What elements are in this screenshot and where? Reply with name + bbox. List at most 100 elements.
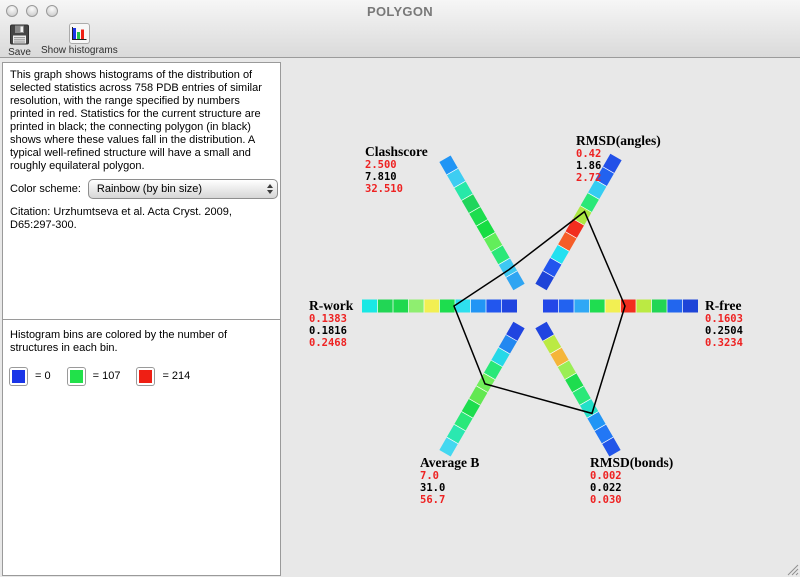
minimize-button[interactable] bbox=[26, 5, 38, 17]
histogram-bin bbox=[498, 334, 518, 354]
axis-current-value: 31.0 bbox=[420, 482, 446, 494]
histogram-bin bbox=[620, 299, 636, 313]
histogram-bin bbox=[461, 398, 481, 419]
color-scheme-value: Rainbow (by bin size) bbox=[96, 183, 203, 195]
axis-current-value: 0.1816 bbox=[309, 325, 347, 337]
color-scheme-select[interactable]: Rainbow (by bin size) bbox=[87, 179, 278, 199]
legend-swatch bbox=[10, 368, 27, 385]
bin-seam bbox=[601, 436, 614, 444]
legend-item: = 107 bbox=[67, 368, 121, 385]
histogram-bin bbox=[362, 299, 378, 313]
histogram-bin bbox=[468, 385, 488, 406]
legend-count: = 107 bbox=[92, 370, 121, 382]
bin-seam bbox=[565, 231, 577, 239]
histogram-bin bbox=[557, 360, 577, 380]
histogram-bin bbox=[408, 299, 424, 313]
axis-current-value: 0.022 bbox=[590, 482, 622, 494]
color-scheme-row: Color scheme: Rainbow (by bin size) bbox=[10, 179, 278, 199]
histogram-bin bbox=[651, 299, 667, 313]
histogram-bin bbox=[580, 192, 600, 213]
resize-grip[interactable] bbox=[786, 563, 799, 576]
sidebar: This graph shows histograms of the distr… bbox=[2, 62, 281, 576]
axis-arm-clashscore bbox=[439, 155, 525, 291]
axis-current-value: 0.2504 bbox=[705, 325, 743, 337]
legend-item: = 0 bbox=[10, 368, 51, 385]
histogram-bin bbox=[501, 299, 517, 313]
axis-label-clashscore: Clashscore 2.500 7.810 32.510 bbox=[365, 144, 428, 195]
popup-arrows-icon bbox=[266, 184, 273, 194]
histogram-bin bbox=[550, 244, 570, 265]
axis-label-rmsd-angles: RMSD(angles) 0.42 1.86 2.72 bbox=[576, 133, 661, 184]
histogram-bin bbox=[476, 373, 496, 393]
histogram-bin bbox=[424, 299, 440, 313]
axis-label-r-free: R-free 0.1603 0.2504 0.3234 bbox=[705, 298, 743, 349]
panel-divider bbox=[3, 319, 280, 320]
histogram-bin bbox=[565, 218, 585, 239]
histogram-bin bbox=[601, 437, 621, 457]
histogram-bin bbox=[491, 347, 510, 367]
histogram-bin bbox=[602, 153, 622, 174]
axis-max-value: 0.3234 bbox=[705, 337, 743, 349]
bin-seam bbox=[446, 436, 459, 444]
histogram-bin bbox=[393, 299, 409, 313]
axis-min-value: 0.1603 bbox=[705, 313, 743, 325]
bin-seam bbox=[461, 193, 474, 201]
bin-seam bbox=[580, 205, 592, 213]
histogram-bin bbox=[636, 299, 652, 313]
zoom-button[interactable] bbox=[46, 5, 58, 17]
histogram-icon bbox=[68, 23, 90, 44]
axis-min-value: 2.500 bbox=[365, 159, 397, 171]
bin-seam bbox=[476, 385, 488, 393]
axis-max-value: 32.510 bbox=[365, 183, 403, 195]
bin-seam bbox=[594, 424, 607, 432]
bin-seam bbox=[564, 372, 577, 380]
bin-seam bbox=[572, 385, 584, 393]
bin-seam bbox=[498, 347, 511, 355]
legend-item: = 214 bbox=[137, 368, 190, 385]
axis-max-value: 2.72 bbox=[576, 172, 602, 184]
histogram-bin bbox=[543, 299, 559, 313]
close-button[interactable] bbox=[6, 5, 18, 17]
show-histograms-button[interactable]: Show histograms bbox=[41, 22, 118, 56]
bin-seam bbox=[542, 270, 555, 278]
histogram-bin bbox=[572, 205, 592, 226]
axis-arm-rmsd-bonds bbox=[535, 321, 621, 457]
bin-seam bbox=[572, 218, 585, 226]
axis-label-average-b: Average B 7.0 31.0 56.7 bbox=[420, 455, 479, 506]
traffic-lights bbox=[6, 5, 58, 17]
legend-count: = 214 bbox=[162, 370, 191, 382]
bin-seam bbox=[476, 219, 488, 227]
axis-min-value: 0.42 bbox=[576, 148, 602, 160]
bin-seam bbox=[586, 411, 599, 419]
bin-seam bbox=[453, 180, 466, 188]
toolbar: Save Show histograms bbox=[8, 22, 118, 58]
histogram-bin bbox=[535, 270, 555, 291]
histogram-bin bbox=[446, 168, 466, 188]
window-chrome: POLYGON Save bbox=[0, 0, 800, 58]
histogram-bin bbox=[377, 299, 393, 313]
histogram-bin bbox=[505, 321, 525, 342]
histogram-bin bbox=[550, 347, 569, 367]
axis-name: RMSD(angles) bbox=[576, 133, 661, 148]
legend-swatch bbox=[137, 368, 155, 385]
axis-name: Average B bbox=[420, 455, 480, 470]
histogram-bin bbox=[595, 166, 615, 187]
axis-min-value: 0.002 bbox=[590, 470, 622, 482]
legend-row: = 0 = 107 = 214 bbox=[10, 368, 274, 385]
bin-seam bbox=[557, 359, 570, 368]
axis-min-value: 0.1383 bbox=[309, 313, 347, 325]
legend-swatch bbox=[67, 368, 85, 385]
histogram-bin bbox=[589, 299, 605, 313]
histogram-bin bbox=[468, 206, 488, 227]
bin-seam bbox=[579, 398, 592, 406]
axis-arm-r-work bbox=[362, 299, 517, 313]
histogram-bin bbox=[542, 257, 562, 278]
histogram-bin bbox=[594, 424, 614, 444]
histogram-bin bbox=[587, 411, 606, 431]
legend-count: = 0 bbox=[35, 370, 51, 382]
floppy-disk-icon bbox=[10, 24, 29, 45]
histogram-bin bbox=[498, 258, 518, 278]
save-button[interactable]: Save bbox=[8, 22, 31, 58]
window-title: POLYGON bbox=[367, 4, 433, 19]
bin-seam bbox=[490, 244, 503, 253]
